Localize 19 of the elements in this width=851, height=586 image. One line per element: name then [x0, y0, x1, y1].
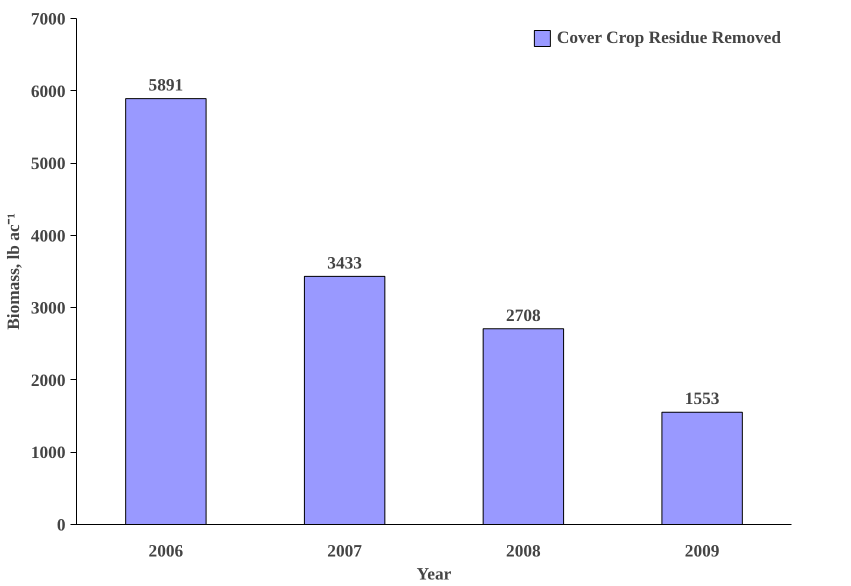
- data-label: 1553: [684, 389, 720, 408]
- legend-label: Cover Crop Residue Removed: [556, 28, 781, 48]
- data-label: 2708: [506, 306, 542, 325]
- y-tick-label: 1000: [30, 443, 66, 462]
- y-tick-label: 2000: [30, 370, 66, 390]
- y-tick-label: 6000: [30, 82, 66, 101]
- x-tick-label: 2009: [684, 542, 720, 560]
- x-tick-label: 2007: [327, 542, 362, 560]
- data-label: 5891: [148, 76, 184, 95]
- y-tick-label: 4000: [30, 226, 66, 246]
- data-label: 3433: [327, 253, 362, 272]
- y-tick-label: 7000: [30, 10, 66, 28]
- y-tick-label: 3000: [30, 298, 66, 318]
- x-tick-label: 2006: [148, 542, 184, 560]
- x-tick-label: 2008: [506, 542, 542, 560]
- y-axis-title: Biomass, lb ac⁻¹: [4, 213, 23, 330]
- y-tick-label: 0: [56, 516, 66, 534]
- y-tick-label: 5000: [30, 154, 66, 174]
- x-axis-title: Year: [416, 564, 452, 584]
